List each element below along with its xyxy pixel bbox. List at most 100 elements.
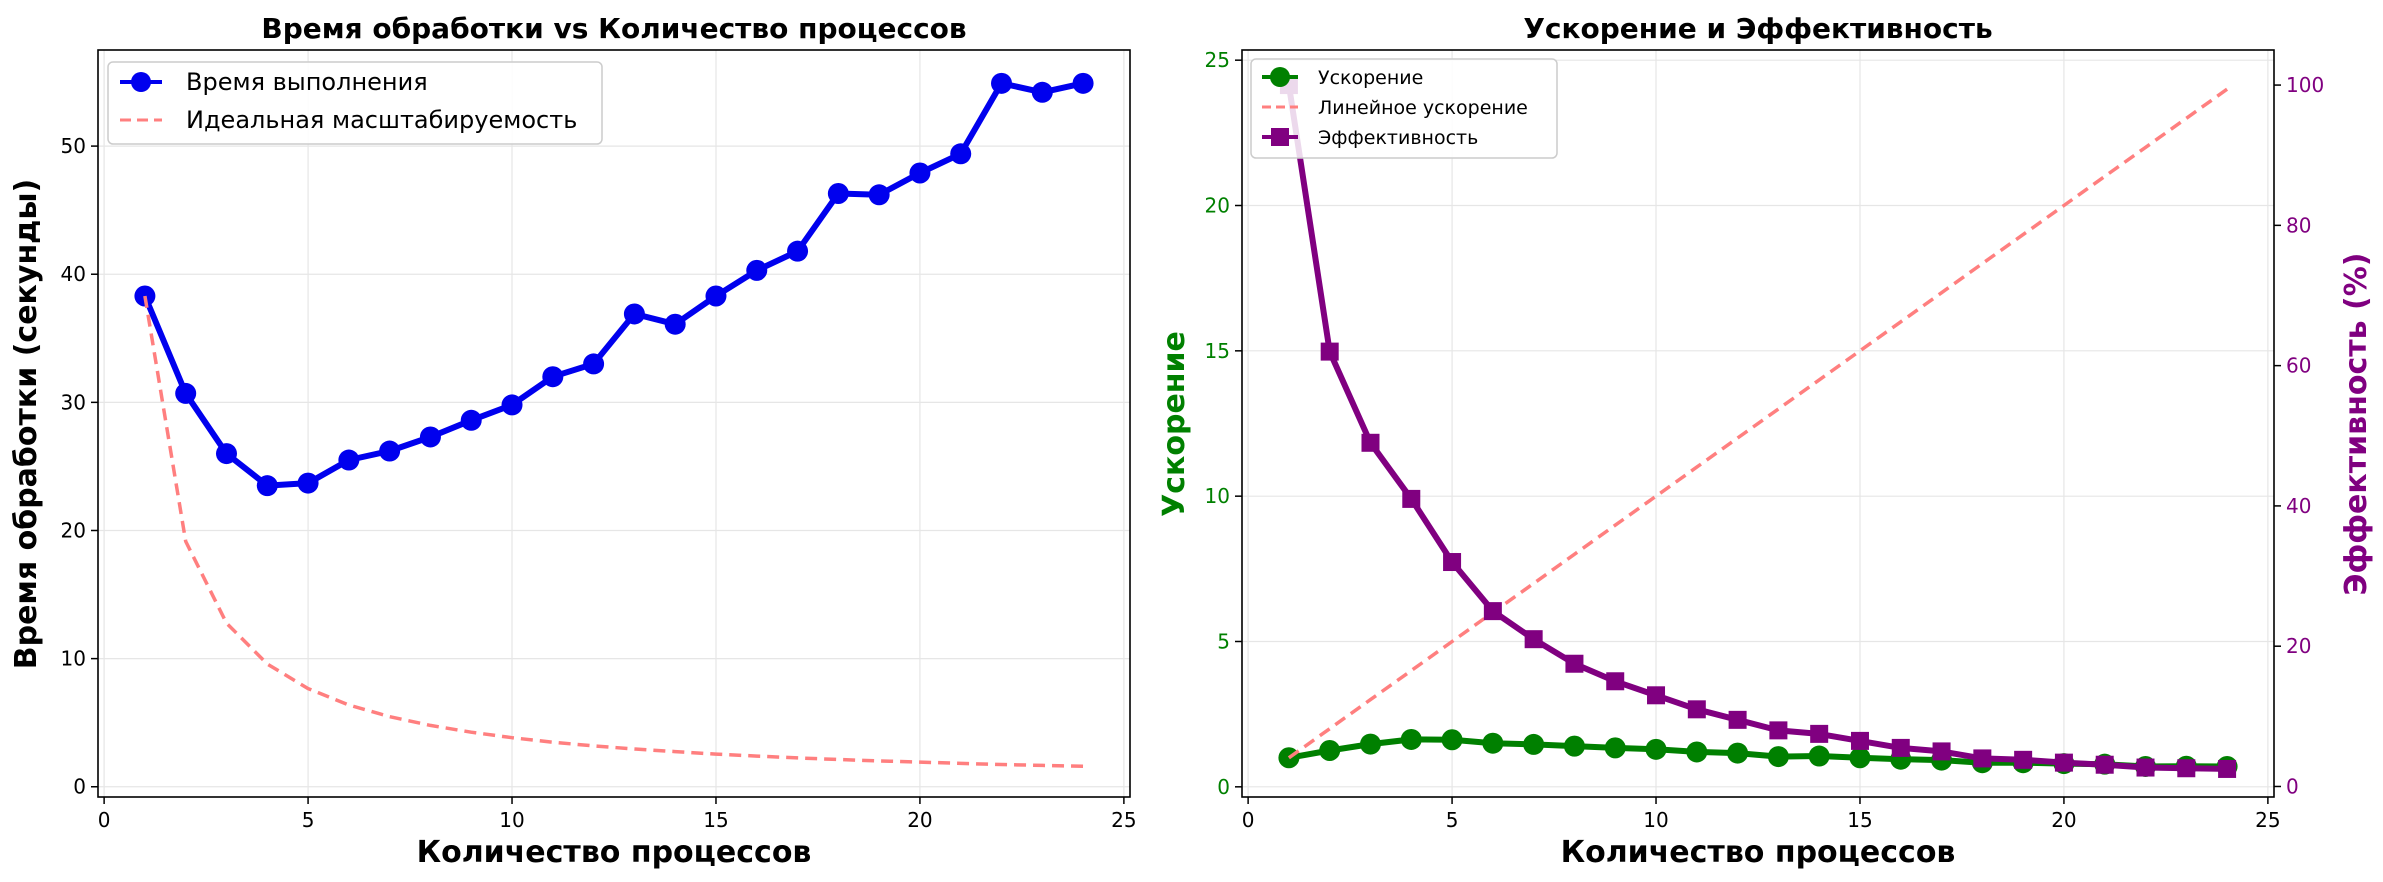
x-tick-label: 10 [499, 808, 524, 832]
y-tick-label: 0 [1217, 775, 1230, 799]
series-1-2-point [1810, 724, 1829, 743]
series-1-0-point [1400, 728, 1422, 750]
series-1-2-point [1524, 630, 1543, 649]
chart-2-y-axis-label-right: Эффективность (%) [2339, 252, 2374, 595]
y-tick-label: 30 [61, 390, 86, 414]
series-0-0-point [1031, 81, 1053, 103]
series-1-0-point [1523, 733, 1545, 755]
y-tick-label: 10 [61, 647, 86, 671]
legend-label-ideal-scalability: Идеальная масштабируемость [186, 106, 577, 134]
legend-marker-square [1271, 128, 1289, 146]
series-0-0-point [1072, 72, 1094, 94]
y-tick-label: 40 [61, 262, 86, 286]
series-1-2-point [1361, 433, 1380, 452]
chart-processing-time: 0 5 10 15 20 25 0 10 20 30 40 50 Время обработки vs… [9, 12, 1137, 870]
x-tick-label: 25 [2255, 808, 2280, 832]
x-tick-label: 25 [1111, 808, 1136, 832]
y-right-tick-label: 40 [2286, 494, 2311, 518]
series-0-0-point [338, 449, 360, 471]
series-1-0-point [1767, 746, 1789, 768]
series-1-0-point [1645, 738, 1667, 760]
chart-1-y-axis-label: Время обработки (секунды) [9, 179, 44, 670]
series-0-0-point [868, 184, 890, 206]
series-1-2-point [1483, 602, 1502, 621]
series-1-2-point [1443, 553, 1462, 572]
x-tick-label: 15 [1847, 808, 1872, 832]
series-0-0-point [256, 475, 278, 497]
series-1-2-point [1320, 342, 1339, 361]
y-right-tick-label: 80 [2286, 213, 2311, 237]
series-0-0-point [991, 72, 1013, 94]
series-1-2-point [1606, 672, 1625, 691]
chart-1-title: Время обработки vs Количество процессов [261, 12, 966, 45]
series-0-0-point [787, 240, 809, 262]
y-tick-label: 15 [1205, 339, 1230, 363]
y-tick-label: 25 [1205, 48, 1230, 72]
series-1-2-point [1850, 731, 1869, 750]
series-1-2-point [1565, 654, 1584, 673]
series-0-0-point [215, 443, 237, 465]
series-1-2-point [1973, 749, 1992, 768]
series-0-0-point [460, 409, 482, 431]
x-tick-label: 0 [98, 808, 111, 832]
series-1-2-point [2054, 753, 2073, 772]
legend-marker-circle [131, 72, 151, 92]
legend-label-linear-speedup: Линейное ускорение [1318, 97, 1528, 119]
series-1-2-point [1728, 710, 1747, 729]
series-1-0-point [1359, 733, 1381, 755]
series-0-0-point [664, 313, 686, 335]
chart-2-x-axis-label: Количество процессов [1561, 835, 1956, 870]
x-tick-label: 0 [1242, 808, 1255, 832]
series-0-0-point [175, 382, 197, 404]
y-tick-label: 10 [1205, 484, 1230, 508]
series-0-0-point [746, 259, 768, 281]
chart-2-plot-frame [1241, 49, 2275, 798]
series-1-2-point [2014, 750, 2033, 769]
series-0-0-point [950, 143, 972, 165]
series-0-0-point [297, 472, 319, 494]
y-tick-label: 20 [61, 518, 86, 542]
series-1-0-point [1441, 729, 1463, 751]
series-1-0-point [1319, 739, 1341, 761]
chart-1-plot-frame [97, 49, 1131, 798]
legend-label-execution-time: Время выполнения [186, 68, 428, 96]
series-1-0-point [1604, 737, 1626, 759]
series-1-2-point [2177, 759, 2196, 778]
series-1-2-point [1687, 700, 1706, 719]
series-0-0-point [501, 394, 523, 416]
chart-2-title: Ускорение и Эффективность [1523, 12, 1992, 45]
series-1-0-point [1849, 747, 1871, 769]
series-1-2-point [2136, 758, 2155, 777]
series-1-2-point [1769, 721, 1788, 740]
x-tick-label: 5 [1446, 808, 1459, 832]
series-0-0-point [379, 440, 401, 462]
y-tick-label: 50 [61, 134, 86, 158]
y-right-tick-label: 20 [2286, 634, 2311, 658]
series-1-0-point [1563, 735, 1585, 757]
legend-label-efficiency: Эффективность [1318, 127, 1478, 149]
x-tick-label: 10 [1643, 808, 1668, 832]
y-tick-label: 20 [1205, 194, 1230, 218]
series-1-0-point [1482, 732, 1504, 754]
x-tick-label: 15 [703, 808, 728, 832]
x-tick-label: 5 [302, 808, 315, 832]
chart-1-legend: Время выполнения Идеальная масштабируемо… [107, 61, 603, 145]
legend-marker-circle [1270, 67, 1290, 87]
series-0-0-point [583, 353, 605, 375]
y-right-tick-label: 0 [2286, 774, 2299, 798]
series-0-0-point [705, 285, 727, 307]
series-1-0-point [1808, 745, 1830, 767]
series-0-0-point [623, 303, 645, 325]
series-1-2-point [1402, 489, 1421, 508]
x-tick-label: 20 [2051, 808, 2076, 832]
series-1-2-point [1891, 738, 1910, 757]
x-tick-label: 20 [907, 808, 932, 832]
series-0-0-point [542, 366, 564, 388]
chart-2-legend: Ускорение Линейное ускорение Эффективнос… [1250, 58, 1558, 159]
y-right-tick-label: 60 [2286, 354, 2311, 378]
y-right-tick-label: 100 [2286, 73, 2324, 97]
legend-label-speedup: Ускорение [1318, 67, 1423, 89]
series-0-0-point [419, 426, 441, 448]
